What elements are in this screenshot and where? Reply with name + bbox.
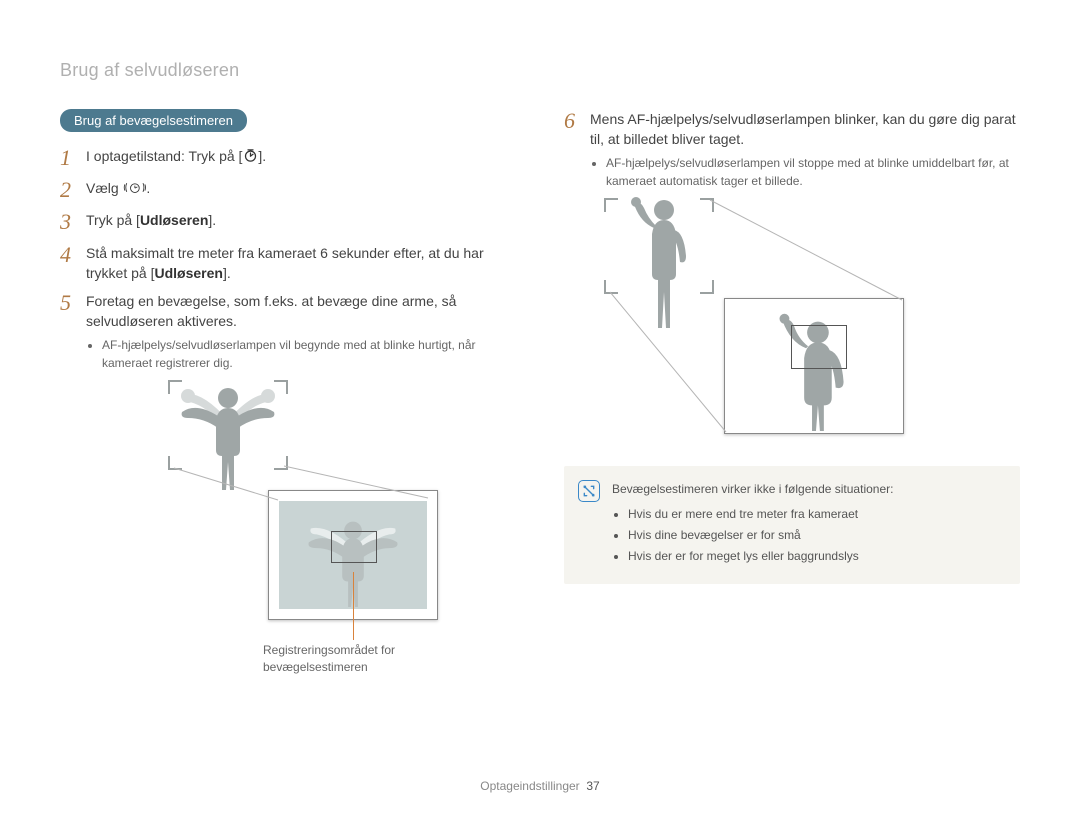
step-6: 6 Mens AF-hjælpelys/selvudløserlampen bl… [564, 109, 1020, 190]
text: . [146, 180, 150, 196]
text: I optagetilstand: Tryk på [ [86, 148, 242, 164]
step-body: I optagetilstand: Tryk på [ ]. [86, 146, 516, 166]
step-2: 2 Vælg . [60, 178, 516, 202]
figure-detection-area: Registreringsområdet for bevægelsestimer… [138, 380, 438, 680]
step-num: 6 [564, 109, 590, 150]
text: Stå maksimalt tre meter fra kameraet 6 s… [86, 245, 484, 281]
step-4: 4 Stå maksimalt tre meter fra kameraet 6… [60, 243, 516, 284]
step-body: Stå maksimalt tre meter fra kameraet 6 s… [86, 243, 516, 284]
footer-page: 37 [586, 779, 599, 793]
step-3: 3 Tryk på [Udløseren]. [60, 210, 516, 234]
caption-line-2: bevægelsestimeren [263, 659, 395, 676]
step-1: 1 I optagetilstand: Tryk på [ ]. [60, 146, 516, 170]
connector-lines [604, 198, 924, 438]
bullet-text: AF-hjælpelys/selvudløserlampen vil begyn… [102, 336, 516, 372]
figure-pose-ready [604, 198, 924, 438]
step-5: 5 Foretag en bevægelse, som f.eks. at be… [60, 291, 516, 372]
text: Vælg [86, 180, 123, 196]
two-column-layout: Brug af bevægelsestimeren 1 I optagetils… [60, 109, 1020, 680]
step-num: 2 [60, 178, 86, 202]
bullet-text: AF-hjælpelys/selvudløserlampen vil stopp… [606, 154, 1020, 190]
steps-list-left: 1 I optagetilstand: Tryk på [ ]. 2 [60, 146, 516, 372]
step-5-bullet: AF-hjælpelys/selvudløserlampen vil begyn… [102, 336, 516, 372]
note-list: Hvis du er mere end tre meter fra kamera… [628, 505, 893, 567]
timer-icon [242, 148, 258, 164]
step-body: Mens AF-hjælpelys/selvudløserlampen blin… [590, 109, 1020, 150]
note-box: Bevægelsestimeren virker ikke i følgende… [564, 466, 1020, 585]
bold: Udløseren [140, 212, 208, 228]
note-content: Bevægelsestimeren virker ikke i følgende… [612, 480, 893, 569]
caption-line-1: Registreringsområdet for [263, 642, 395, 659]
step-body: Foretag en bevægelse, som f.eks. at bevæ… [86, 291, 516, 332]
figure-caption: Registreringsområdet for bevægelsestimer… [263, 642, 395, 676]
connector-lines [138, 380, 438, 640]
text: ]. [223, 265, 231, 281]
note-item: Hvis der er for meget lys eller baggrund… [628, 547, 893, 566]
step-num: 1 [60, 146, 86, 170]
page-header: Brug af selvudløseren [60, 60, 1020, 81]
note-lead: Bevægelsestimeren virker ikke i følgende… [612, 480, 893, 499]
section-pill: Brug af bevægelsestimeren [60, 109, 247, 132]
left-column: Brug af bevægelsestimeren 1 I optagetils… [60, 109, 516, 680]
bold: Udløseren [154, 265, 222, 281]
step-num: 3 [60, 210, 86, 234]
step-body: Vælg . [86, 178, 516, 198]
step-num: 5 [60, 291, 86, 332]
text: ]. [258, 148, 266, 164]
steps-list-right: 6 Mens AF-hjælpelys/selvudløserlampen bl… [564, 109, 1020, 190]
right-column: 6 Mens AF-hjælpelys/selvudløserlampen bl… [564, 109, 1020, 680]
footer-section: Optageindstillinger [480, 779, 579, 793]
step-6-bullet: AF-hjælpelys/selvudløserlampen vil stopp… [606, 154, 1020, 190]
motion-timer-icon [123, 180, 147, 195]
step-num: 4 [60, 243, 86, 267]
text: Tryk på [ [86, 212, 140, 228]
note-item: Hvis dine bevægelser er for små [628, 526, 893, 545]
text: ]. [208, 212, 216, 228]
pointer-line [353, 572, 354, 640]
step-body: Tryk på [Udløseren]. [86, 210, 516, 230]
note-item: Hvis du er mere end tre meter fra kamera… [628, 505, 893, 524]
page-footer: Optageindstillinger 37 [0, 779, 1080, 793]
note-icon [578, 480, 600, 502]
